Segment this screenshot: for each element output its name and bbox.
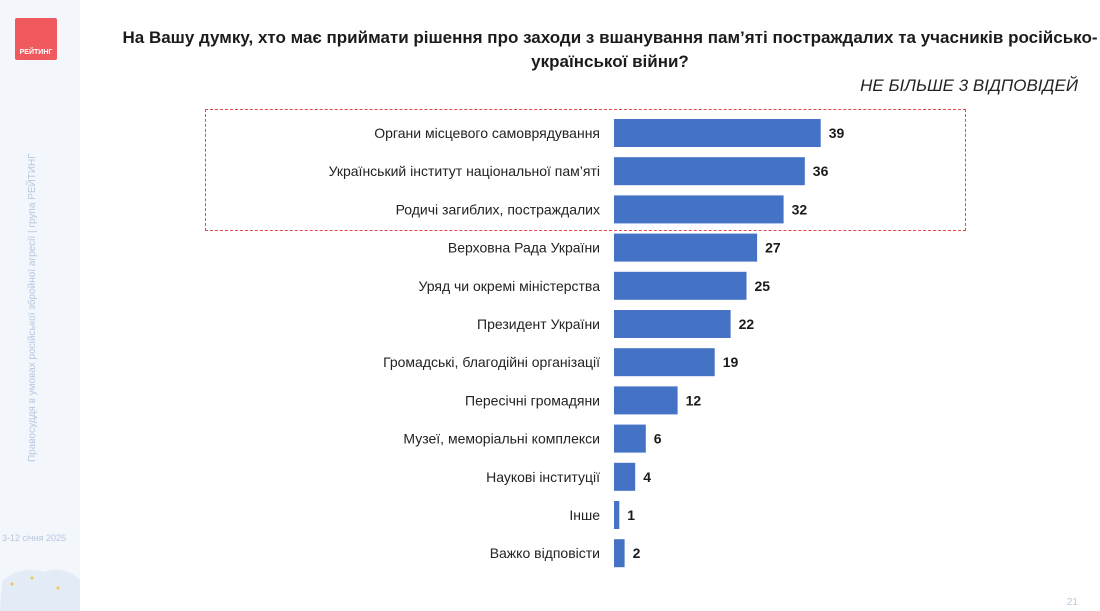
value-label: 39 <box>829 125 845 141</box>
bar <box>614 119 821 147</box>
value-label: 1 <box>627 507 635 523</box>
value-label: 4 <box>643 469 651 485</box>
logo-text: РЕЙТИНГ <box>19 49 53 56</box>
page-number: 21 <box>1066 597 1078 608</box>
chart-subtitle: НЕ БІЛЬШЕ 3 ВІДПОВІДЕЙ <box>860 76 1078 95</box>
category-label: Музеї, меморіальні комплекси <box>403 431 600 447</box>
value-label: 19 <box>723 354 739 370</box>
reyting-logo: РЕЙТИНГ <box>15 18 57 60</box>
value-label: 12 <box>686 392 702 408</box>
bar <box>614 310 731 338</box>
value-label: 2 <box>633 545 641 561</box>
chart-title: На Вашу думку, хто має приймати рішення … <box>122 28 1098 71</box>
value-label: 22 <box>739 316 755 332</box>
bar <box>614 271 747 300</box>
bar <box>614 157 805 186</box>
category-label: Президент України <box>477 316 600 332</box>
bar <box>614 233 758 262</box>
ukraine-map-icon <box>0 569 80 611</box>
value-label: 27 <box>765 240 781 256</box>
bar <box>614 386 678 415</box>
bar <box>614 501 620 529</box>
category-label: Громадські, благодійні організації <box>383 354 600 370</box>
bar <box>614 195 784 224</box>
value-label: 36 <box>813 163 829 179</box>
category-label: Важко відповісти <box>490 545 600 561</box>
bar <box>614 424 646 453</box>
category-label: Органи місцевого самоврядування <box>374 125 600 141</box>
category-label: Верховна Рада України <box>448 240 600 256</box>
value-label: 32 <box>792 201 808 217</box>
survey-date: 3-12 січня 2025 <box>2 533 67 543</box>
sidebar: РЕЙТИНГ Правосуддя в умовах російської з… <box>0 0 80 611</box>
bar <box>614 539 625 568</box>
value-label: 25 <box>755 278 771 294</box>
bar <box>614 462 636 491</box>
category-label: Пересічні громадяни <box>465 392 600 408</box>
category-label: Наукові інституції <box>486 469 600 485</box>
category-label: Родичі загиблих, постраждалих <box>396 201 600 217</box>
category-label: Уряд чи окремі міністерства <box>418 278 600 294</box>
bar <box>614 348 715 377</box>
highlight-box <box>205 109 966 231</box>
value-label: 6 <box>654 431 662 447</box>
category-label: Український інститут національної пам’ят… <box>329 163 600 179</box>
category-label: Інше <box>569 507 600 523</box>
